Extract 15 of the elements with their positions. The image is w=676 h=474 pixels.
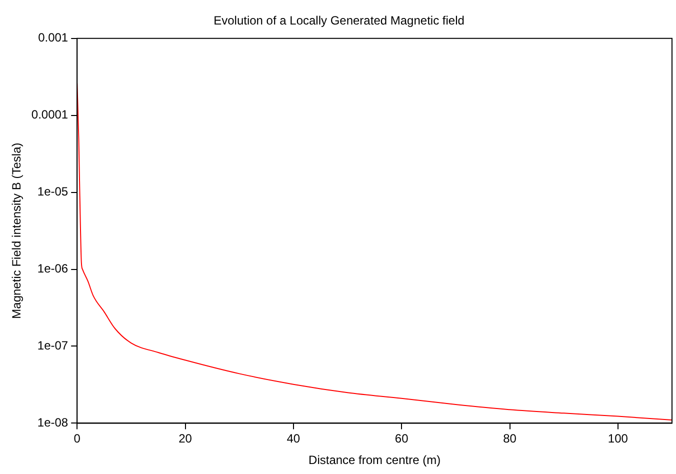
y-tick-label: 1e-07: [37, 338, 68, 353]
chart-title: Evolution of a Locally Generated Magnetic field: [214, 14, 464, 28]
x-tick-label: 100: [608, 432, 628, 446]
x-tick-label: 0: [74, 432, 81, 446]
x-tick-label: 20: [178, 432, 192, 446]
x-tick-label: 60: [394, 432, 409, 446]
y-tick-label: 1e-05: [37, 184, 68, 199]
y-tick-label: 1e-08: [37, 416, 68, 430]
y-tick-label: 0.0001: [31, 108, 68, 122]
y-tick-label: 1e-06: [37, 262, 68, 276]
x-tick-label: 80: [503, 432, 517, 446]
x-axis-title: Distance from centre (m): [308, 453, 441, 468]
y-tick-label: 0.001: [38, 30, 68, 45]
y-axis-title: Magnetic Field intensity B (Tesla): [10, 142, 24, 319]
x-tick-label: 40: [286, 432, 300, 446]
